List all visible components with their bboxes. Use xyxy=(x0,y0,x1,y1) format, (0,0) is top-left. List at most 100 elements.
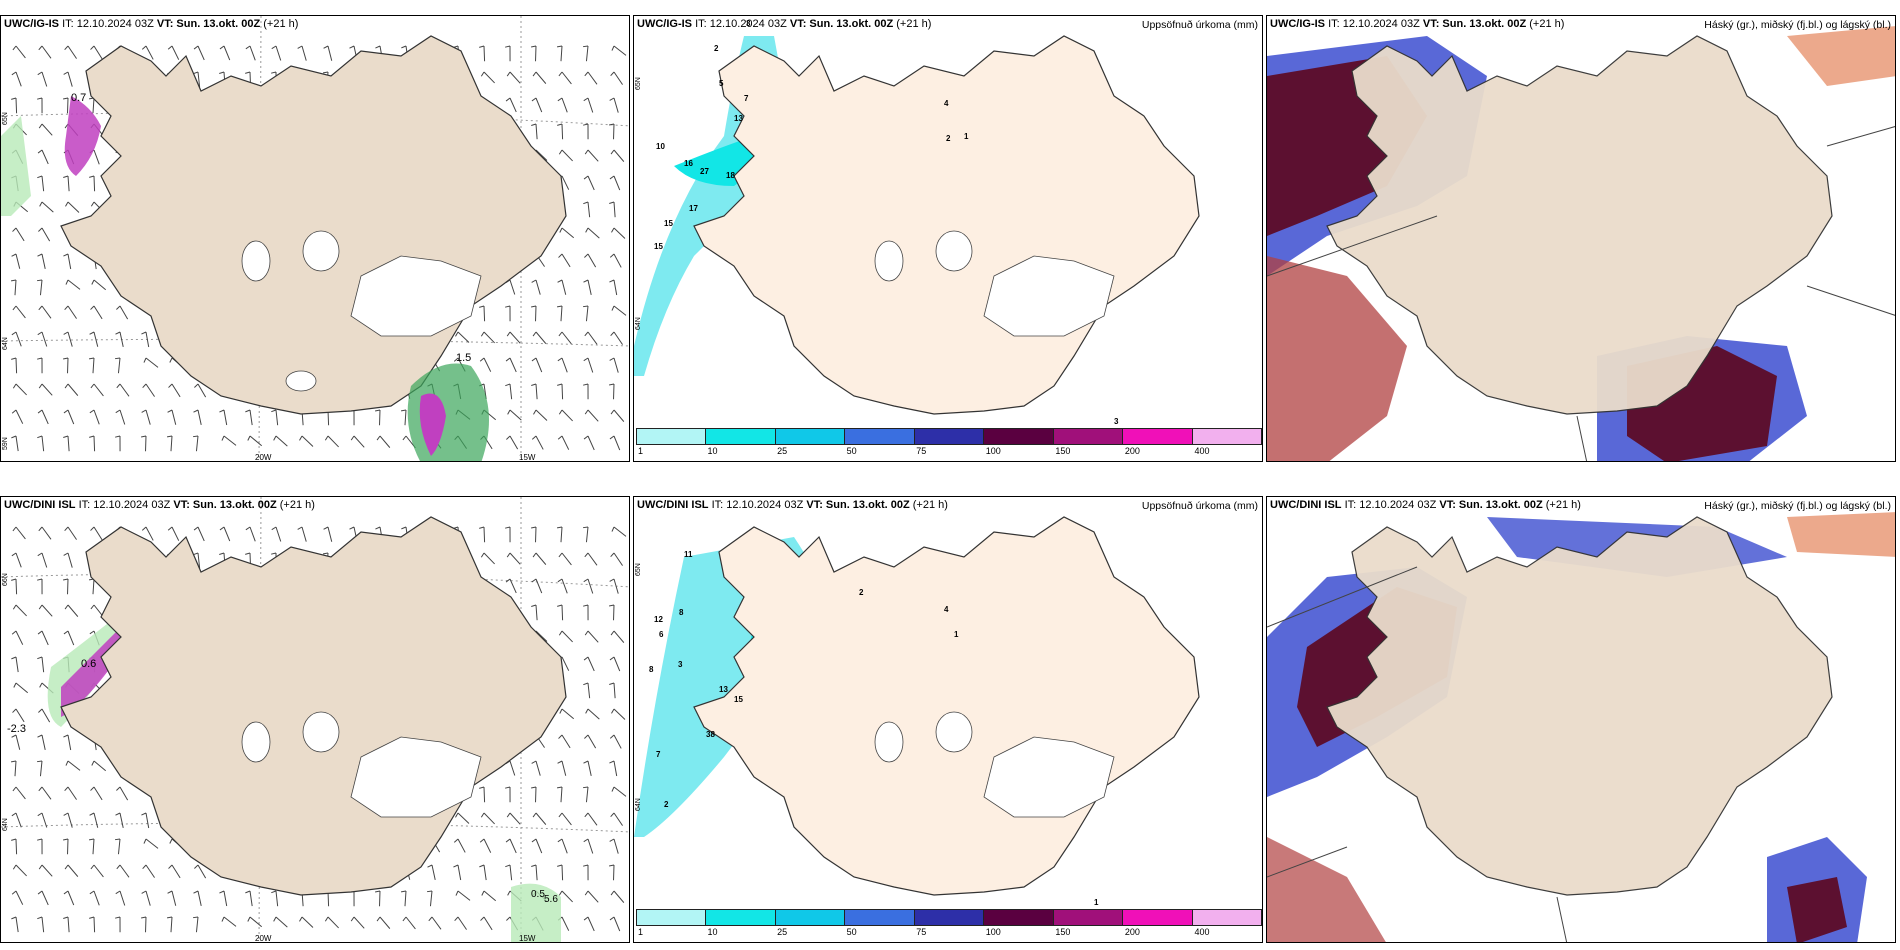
wind-barb xyxy=(192,916,199,933)
wind-barb xyxy=(611,305,627,316)
colorbar-swatch xyxy=(1053,910,1124,925)
wind-barb xyxy=(480,552,495,565)
svg-text:6: 6 xyxy=(659,630,664,639)
svg-text:13: 13 xyxy=(734,114,743,123)
wind-barb xyxy=(505,838,517,854)
wind-barb xyxy=(479,864,487,881)
wind-barb xyxy=(505,786,511,803)
iceland-landmass xyxy=(1326,516,1833,896)
wind-barb xyxy=(167,409,177,425)
wind-barb xyxy=(531,435,544,450)
wind-barb xyxy=(11,253,21,269)
wind-barb xyxy=(247,916,263,928)
wind-barb xyxy=(11,656,19,673)
wind-barb xyxy=(455,890,471,901)
wind-barb xyxy=(37,890,49,906)
wind-barb xyxy=(88,838,95,855)
colorbar-tick: 400 xyxy=(1194,927,1210,937)
wind-barb xyxy=(324,916,339,929)
colorbar-tick: 10 xyxy=(707,446,718,456)
wind-barb xyxy=(583,578,594,594)
wind-barb xyxy=(558,734,571,749)
wind-barb xyxy=(375,890,381,907)
wind-barb xyxy=(63,71,73,87)
wind-barb xyxy=(141,890,151,906)
wind-barb xyxy=(193,890,202,906)
svg-text:66N: 66N xyxy=(2,573,9,586)
wind-barb xyxy=(219,890,228,907)
wind-barb xyxy=(400,890,407,907)
wind-barb xyxy=(38,526,52,540)
wind-barb xyxy=(506,552,521,565)
wind-barb xyxy=(558,149,573,162)
wind-barb xyxy=(37,409,49,425)
wind-barb xyxy=(610,890,625,903)
wind-barb xyxy=(11,890,24,905)
wind-barb xyxy=(609,383,615,400)
wind-barb xyxy=(609,97,619,113)
wind-barb xyxy=(90,305,103,320)
wind-barb xyxy=(12,864,27,877)
wind-barb xyxy=(219,409,228,426)
svg-text:65N: 65N xyxy=(635,563,642,576)
wind-barb xyxy=(455,331,470,343)
wind-barb xyxy=(89,812,99,828)
svg-text:3: 3 xyxy=(1114,417,1119,426)
colorbar-swatch xyxy=(1053,429,1124,444)
colorbar-swatch xyxy=(706,910,776,925)
wind-barb xyxy=(273,916,288,928)
wind-barb xyxy=(115,812,124,828)
wind-barb xyxy=(194,383,207,398)
wind-barb xyxy=(167,526,180,541)
wind-barb xyxy=(583,175,595,191)
wind-barb xyxy=(609,435,621,451)
wind-barb xyxy=(141,435,147,452)
panel-wind-dini: UWC/DINI ISL IT: 12.10.2024 03Z VT: Sun.… xyxy=(0,496,630,943)
svg-text:1: 1 xyxy=(1094,898,1099,907)
svg-text:15: 15 xyxy=(664,219,673,228)
svg-text:13: 13 xyxy=(719,685,728,694)
wind-barb xyxy=(91,279,107,291)
colorbar-swatch xyxy=(914,429,985,444)
wind-barb xyxy=(116,864,130,878)
wind-barb xyxy=(168,864,181,879)
wind-barb xyxy=(12,786,26,800)
wind-barb xyxy=(505,578,517,594)
svg-text:12: 12 xyxy=(654,615,663,624)
wind-barb xyxy=(609,656,621,672)
cloud-map xyxy=(1267,26,1895,461)
wind-barb xyxy=(609,357,619,373)
wind-barb xyxy=(64,383,79,396)
wind-barb xyxy=(12,227,25,242)
wind-barb xyxy=(582,526,589,543)
svg-text:1.5: 1.5 xyxy=(456,352,471,364)
colorbar xyxy=(636,909,1262,926)
wind-barb xyxy=(505,526,511,543)
wind-barb xyxy=(38,227,51,242)
wind-barb xyxy=(192,435,199,452)
wind-barb xyxy=(350,435,365,448)
wind-barb xyxy=(531,526,537,543)
colorbar-swatch xyxy=(1192,429,1261,444)
wind-barb xyxy=(63,357,69,374)
wind-barb xyxy=(479,45,486,62)
wind-barb xyxy=(64,604,79,617)
wind-barb xyxy=(583,604,589,621)
wind-barb xyxy=(37,97,43,114)
svg-text:8: 8 xyxy=(679,608,684,617)
wind-barb xyxy=(116,383,130,397)
wind-barb xyxy=(63,812,73,828)
wind-barb xyxy=(532,552,547,565)
wind-barb xyxy=(193,45,205,61)
wind-barb xyxy=(609,838,619,854)
wind-barb xyxy=(531,383,538,400)
colorbar-tick: 25 xyxy=(777,927,788,937)
wind-barb xyxy=(609,734,622,749)
colorbar-swatch xyxy=(637,429,707,444)
wind-barb xyxy=(11,578,18,595)
wind-barb xyxy=(558,552,572,566)
wind-barb xyxy=(479,526,486,543)
wind-barb xyxy=(63,552,73,568)
wind-barb xyxy=(479,305,486,322)
wind-barb xyxy=(585,227,600,239)
